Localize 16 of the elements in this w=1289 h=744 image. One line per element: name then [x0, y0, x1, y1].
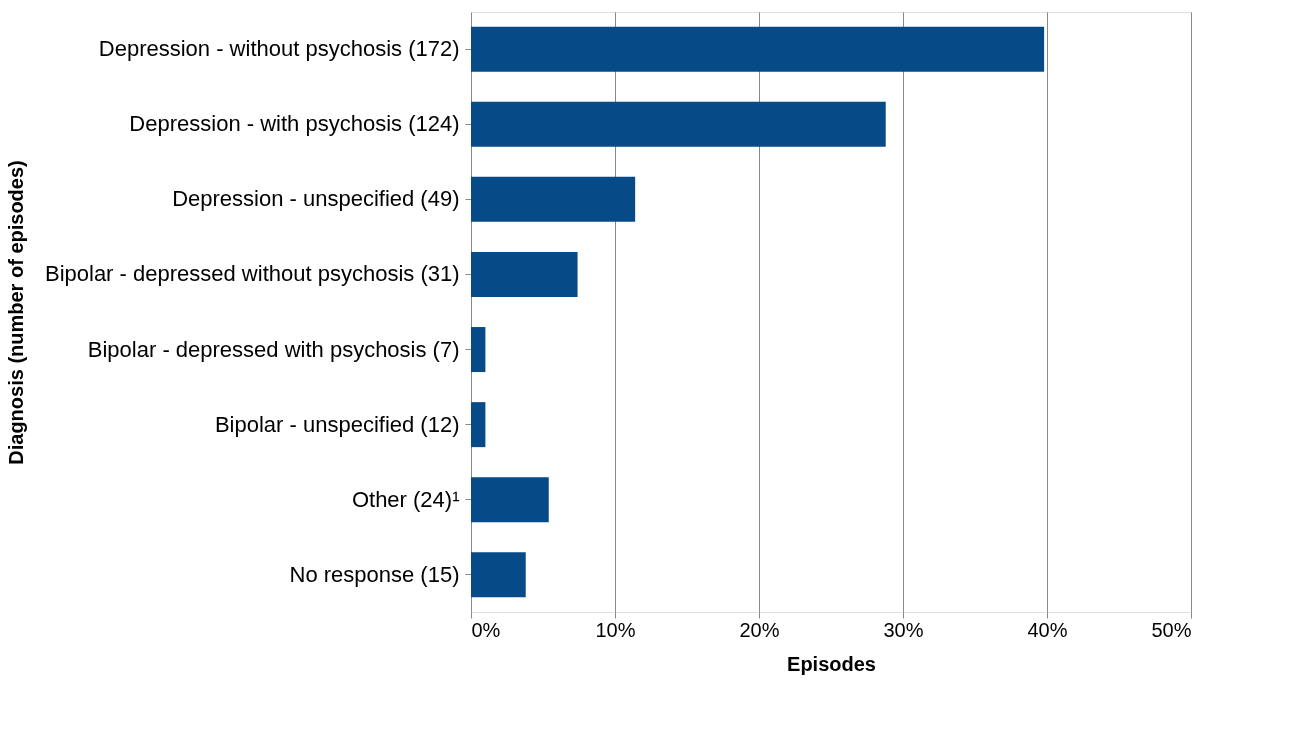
y-tick-label: Bipolar - depressed with psychosis (7)	[87, 336, 460, 362]
y-tick-label: No response (15)	[289, 561, 460, 587]
y-tick-label: Bipolar - unspecified (12)	[214, 411, 460, 437]
y-tick-label: Depression - without psychosis (172)	[98, 36, 460, 62]
x-tick-label: 20%	[739, 618, 780, 641]
y-tick-label: Depression - unspecified (49)	[172, 186, 460, 212]
x-tick-label: 10%	[595, 618, 636, 641]
x-tick-label: 30%	[883, 618, 924, 641]
y-tick-label: Depression - with psychosis (124)	[129, 111, 460, 137]
x-tick-label: 40%	[1027, 618, 1068, 641]
y-tick-label: Other (24)¹	[351, 486, 460, 512]
x-tick-label: 0%	[471, 618, 501, 641]
y-tick-label: Bipolar - depressed without psychosis (31)	[44, 261, 460, 287]
y-axis-title: Diagnosis (number of episodes)	[4, 160, 27, 465]
x-tick-label: 50%	[1151, 618, 1192, 641]
x-axis-title: Episodes	[787, 652, 876, 675]
